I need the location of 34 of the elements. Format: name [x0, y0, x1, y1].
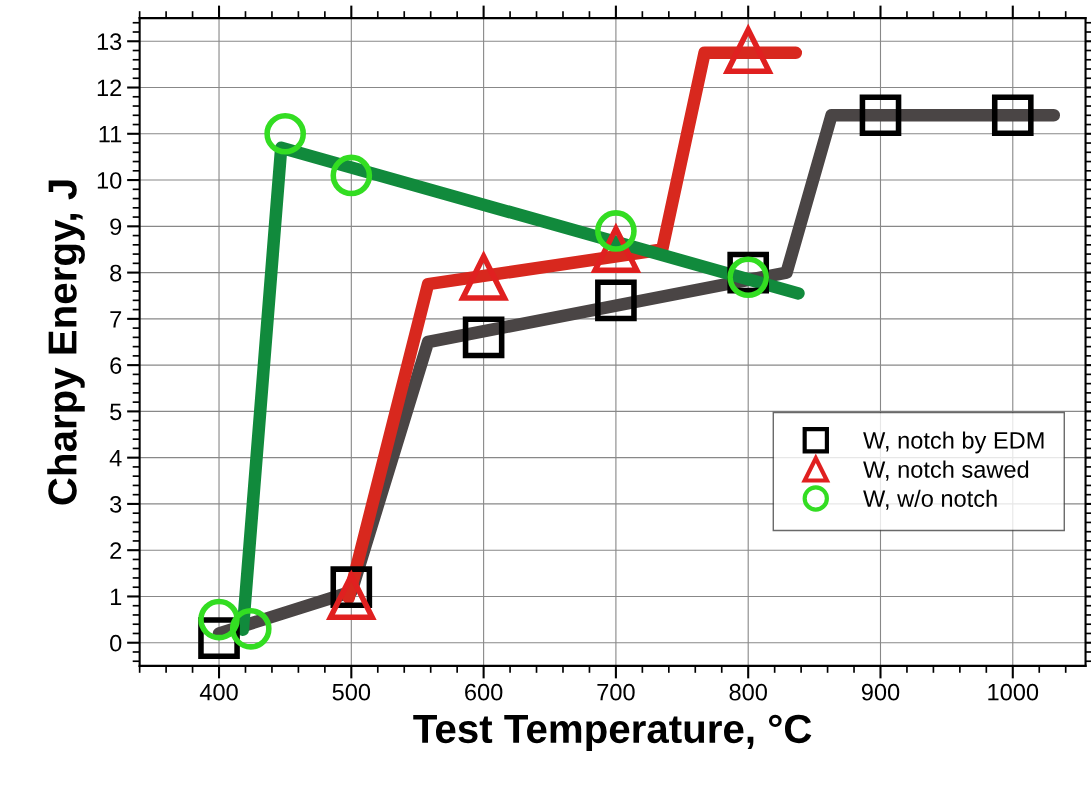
y-tick-label: 9 [110, 218, 122, 236]
y-tick-label: 12 [97, 79, 122, 97]
y-tick-label: 4 [109, 449, 122, 467]
y-tick-label: 8 [110, 264, 122, 282]
point [991, 94, 1034, 137]
x-tick-label: 800 [729, 683, 767, 701]
legend-label: W, notch sawed [863, 460, 1029, 481]
y-axis-title: Charpy Energy, J [47, 180, 85, 505]
x-tick-label: 900 [861, 683, 900, 701]
point [330, 154, 373, 197]
y-tick-label: 6 [110, 357, 122, 374]
y-tick-label: 7 [110, 311, 122, 328]
x-tick-label: 1000 [988, 683, 1039, 701]
point [229, 608, 272, 650]
point [264, 112, 307, 155]
point [462, 316, 505, 359]
point [198, 598, 240, 641]
y-tick-label: 10 [97, 172, 122, 189]
legend-label: W, notch by EDM [863, 431, 1044, 454]
x-tick-label: 400 [199, 683, 238, 701]
y-tick-label: 3 [110, 495, 122, 513]
x-tick-label: 500 [332, 683, 371, 701]
y-tick-label: 13 [97, 33, 122, 51]
point [595, 279, 637, 322]
point [859, 94, 902, 137]
legend-label: W, w/o notch [863, 489, 997, 510]
y-tick-label: 11 [99, 126, 122, 143]
y-tick-label: 0 [110, 634, 122, 652]
y-tick-label: 2 [110, 542, 122, 559]
x-tick-label: 700 [597, 683, 635, 701]
y-tick-label: 1 [110, 588, 122, 606]
x-axis-title: Test Temperature, °C [413, 714, 812, 752]
x-tick-label: 600 [465, 683, 503, 701]
y-tick-label: 5 [110, 403, 122, 421]
